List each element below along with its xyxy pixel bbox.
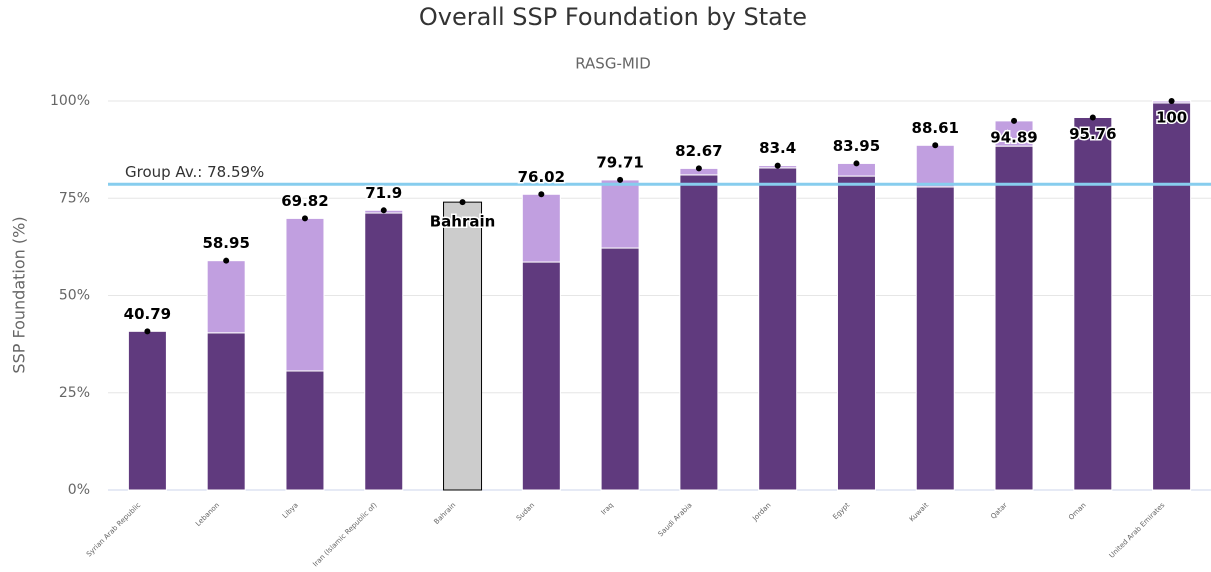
total-marker — [617, 176, 624, 183]
total-marker — [144, 328, 151, 335]
data-label: 76.02 — [518, 168, 565, 186]
data-label: 82.67 — [675, 142, 722, 160]
total-marker — [538, 191, 545, 198]
bar-segment — [285, 217, 325, 372]
data-label: Bahrain — [430, 213, 496, 231]
bar-segment — [364, 212, 404, 491]
highlight-bar — [443, 201, 483, 491]
bar-segment — [994, 120, 1034, 147]
y-tick-label: 0% — [68, 482, 90, 498]
x-tick-label: Egypt — [831, 501, 851, 521]
data-label: 83.4 — [759, 139, 796, 157]
average-label: Group Av.: 78.59% — [125, 163, 264, 181]
total-marker — [695, 165, 702, 172]
x-tick-label: Jordan — [750, 501, 772, 523]
total-marker — [380, 207, 387, 214]
x-tick-label: Oman — [1067, 501, 1088, 522]
x-tick-label: Bahrain — [433, 501, 458, 526]
data-label: 95.76 — [1069, 125, 1116, 143]
data-label: 69.82 — [281, 192, 328, 210]
bar-segment — [1152, 102, 1192, 491]
x-tick-label: Lebanon — [194, 501, 221, 528]
x-tick-label: Iraq — [600, 501, 615, 516]
bar-segment — [600, 179, 640, 249]
bar-segment — [758, 167, 798, 491]
chart-subtitle: RASG-MID — [575, 55, 651, 73]
data-label: 88.61 — [912, 119, 959, 137]
total-marker — [301, 215, 308, 222]
bar-segment — [521, 193, 561, 263]
bar-segment — [836, 175, 876, 491]
y-tick-label: 75% — [59, 190, 90, 206]
bar-segment — [285, 370, 325, 491]
x-tick-label: Sudan — [515, 501, 536, 522]
bar-segment — [994, 145, 1034, 491]
data-label: 79.71 — [596, 153, 643, 171]
total-marker — [932, 142, 939, 149]
bar-segment — [679, 174, 719, 491]
x-tick-label: Saudi Arabia — [657, 501, 694, 538]
total-marker — [459, 199, 466, 206]
bar-segment — [127, 330, 167, 491]
x-tick-label: Syrian Arab Republic — [85, 501, 142, 558]
bar-segment — [600, 247, 640, 491]
y-tick-label: 50% — [59, 288, 90, 304]
data-label: 83.95 — [833, 137, 880, 155]
data-label: 100 — [1156, 109, 1187, 127]
total-marker — [223, 257, 230, 264]
bar-segment — [915, 144, 955, 188]
bar-segment — [206, 260, 246, 334]
total-marker — [774, 162, 781, 169]
x-tick-label: United Arab Emirates — [1108, 501, 1167, 560]
x-tick-label: Kuwait — [908, 501, 930, 523]
x-tick-label: Qatar — [989, 501, 1009, 521]
total-marker — [1011, 117, 1018, 124]
y-tick-label: 100% — [50, 93, 90, 109]
chart-title: Overall SSP Foundation by State — [419, 3, 807, 31]
bar-segment — [206, 332, 246, 491]
x-tick-label: Iran (Islamic Republic of) — [311, 501, 378, 568]
data-label: 40.79 — [124, 305, 171, 323]
y-tick-label: 25% — [59, 385, 90, 401]
data-label: 71.9 — [365, 184, 402, 202]
x-tick-label: Libya — [281, 501, 300, 520]
data-label: 58.95 — [202, 234, 249, 252]
y-axis-title: SSP Foundation (%) — [10, 216, 29, 373]
total-marker — [853, 160, 860, 167]
data-label: 94.89 — [990, 128, 1037, 146]
bar-segment — [521, 261, 561, 491]
bar-segment — [915, 186, 955, 491]
total-marker — [1168, 98, 1175, 104]
total-marker — [1089, 114, 1096, 121]
bar-segment — [1073, 116, 1113, 491]
